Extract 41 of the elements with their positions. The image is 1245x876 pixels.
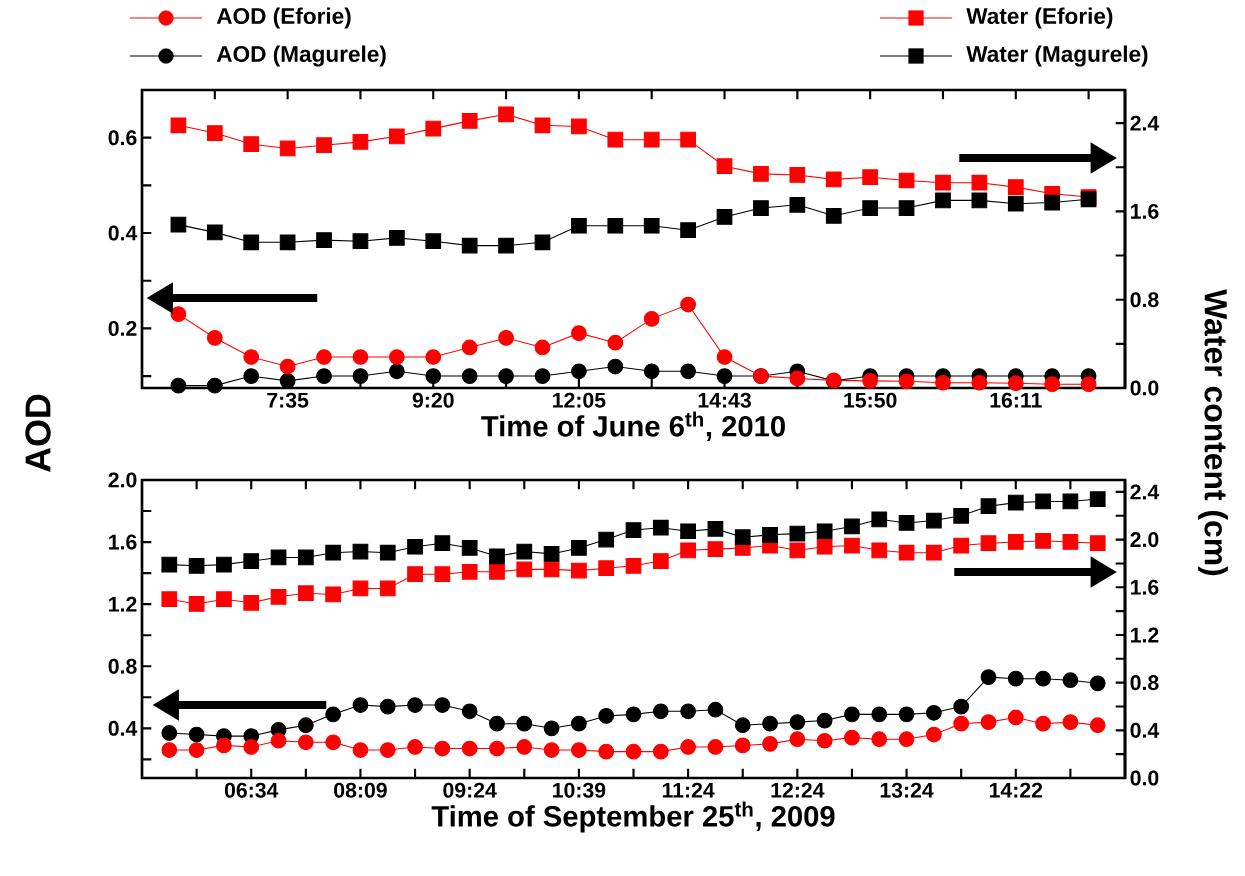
x-tick-label: 11:24: [662, 782, 715, 798]
legend-label: AOD (Magurele): [216, 45, 386, 67]
y-tick-label: 1.6: [109, 534, 137, 550]
y-tick-label: 2.0: [108, 472, 137, 488]
x-tick-label: 12:24: [771, 782, 825, 798]
x-tick-label: 06:34: [224, 782, 279, 798]
y2-tick-label: 0.0: [1130, 380, 1159, 396]
y-tick-label: 0.2: [108, 320, 137, 336]
y2-tick-label: 1.6: [1131, 203, 1159, 219]
x-tick-label: 7:35: [267, 392, 309, 408]
legend-label: AOD (Eforie): [216, 7, 351, 29]
y2-tick-label: 0.8: [1130, 675, 1159, 691]
y2-tick-label: 2.0: [1130, 532, 1159, 548]
x-tick-label: 15:50: [844, 392, 897, 408]
y2-tick-label: 2.4: [1130, 484, 1160, 500]
legend-label: Water (Eforie): [966, 7, 1113, 29]
y-tick-label: 0.6: [108, 130, 137, 146]
x-tick-label: 10:39: [553, 782, 606, 798]
y-tick-label: 0.4: [108, 225, 138, 241]
x-axis-title: Time of June 6$^{th}$, 2010: [481, 411, 785, 441]
y-tick-label: 0.4: [108, 720, 138, 736]
y2-tick-label: 1.2: [1131, 627, 1159, 643]
x-tick-label: 14:43: [698, 392, 751, 408]
y2-tick-label: 0.0: [1130, 770, 1159, 786]
y2-tick-label: 1.6: [1131, 579, 1159, 595]
x-tick-label: 08:09: [334, 782, 387, 798]
y2-tick-label: 0.4: [1130, 722, 1160, 738]
legend-label: Water (Magurele): [966, 45, 1148, 67]
y-tick-label: 1.2: [109, 596, 137, 612]
x-tick-label: 13:24: [880, 782, 934, 798]
x-tick-label: 16:11: [990, 392, 1042, 408]
y2-tick-label: 2.4: [1130, 115, 1160, 131]
x-tick-label: 14:22: [989, 782, 1043, 798]
y2-axis-title: Water content (cm): [1198, 289, 1228, 576]
y-tick-label: 0.8: [108, 658, 137, 674]
x-axis-title: Time of September 25$^{th}$, 2009: [431, 801, 835, 833]
x-tick-label: 12:05: [553, 392, 606, 408]
x-tick-label: 9:20: [412, 392, 454, 408]
y-axis-title: AOD: [25, 394, 51, 472]
x-tick-label: 09:24: [443, 782, 497, 798]
y2-tick-label: 0.8: [1130, 292, 1159, 308]
